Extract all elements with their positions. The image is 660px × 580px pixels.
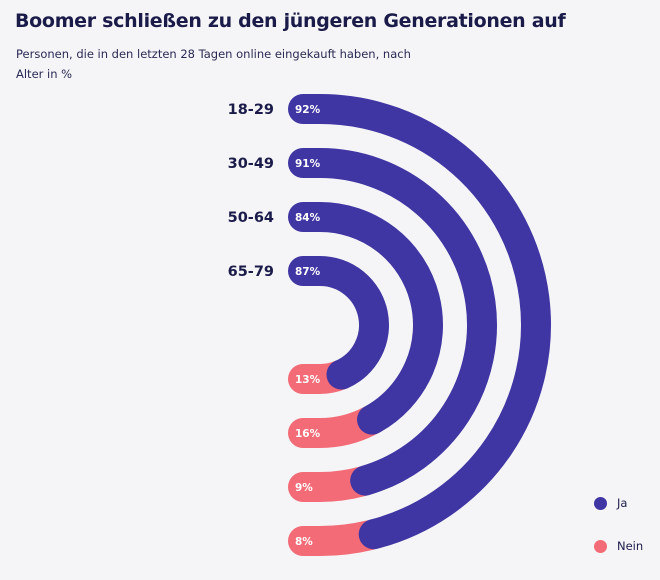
legend-swatch-ja xyxy=(594,496,607,510)
nein-value-label: 16% xyxy=(295,428,321,440)
legend-label-ja: Ja xyxy=(617,496,628,510)
chart-subtitle: Personen, die in den letzten 28 Tagen on… xyxy=(16,47,411,81)
ja-value-label: 92% xyxy=(295,104,321,116)
chart-title: Boomer schließen zu den jüngeren Generat… xyxy=(15,10,566,32)
nein-value-label: 8% xyxy=(295,536,313,548)
legend-label-nein: Nein xyxy=(617,539,644,553)
legend-item-nein: Nein xyxy=(594,539,643,553)
ja-bar xyxy=(288,94,551,550)
nein-value-label: 9% xyxy=(295,482,313,494)
ja-bar xyxy=(288,202,443,435)
ja-value-label: 87% xyxy=(295,266,321,278)
ja-value-label: 84% xyxy=(295,212,321,224)
ja-bar xyxy=(288,256,389,390)
legend-item-ja: Ja xyxy=(594,496,627,510)
ja-value-label: 91% xyxy=(295,158,321,170)
category-label: 50-64 xyxy=(228,210,274,226)
legend-swatch-nein xyxy=(594,539,607,553)
ja-bar xyxy=(288,148,497,496)
category-label: 65-79 xyxy=(228,264,274,280)
category-label: 30-49 xyxy=(228,156,274,172)
nein-value-label: 13% xyxy=(295,374,321,386)
category-label: 18-29 xyxy=(228,102,274,118)
